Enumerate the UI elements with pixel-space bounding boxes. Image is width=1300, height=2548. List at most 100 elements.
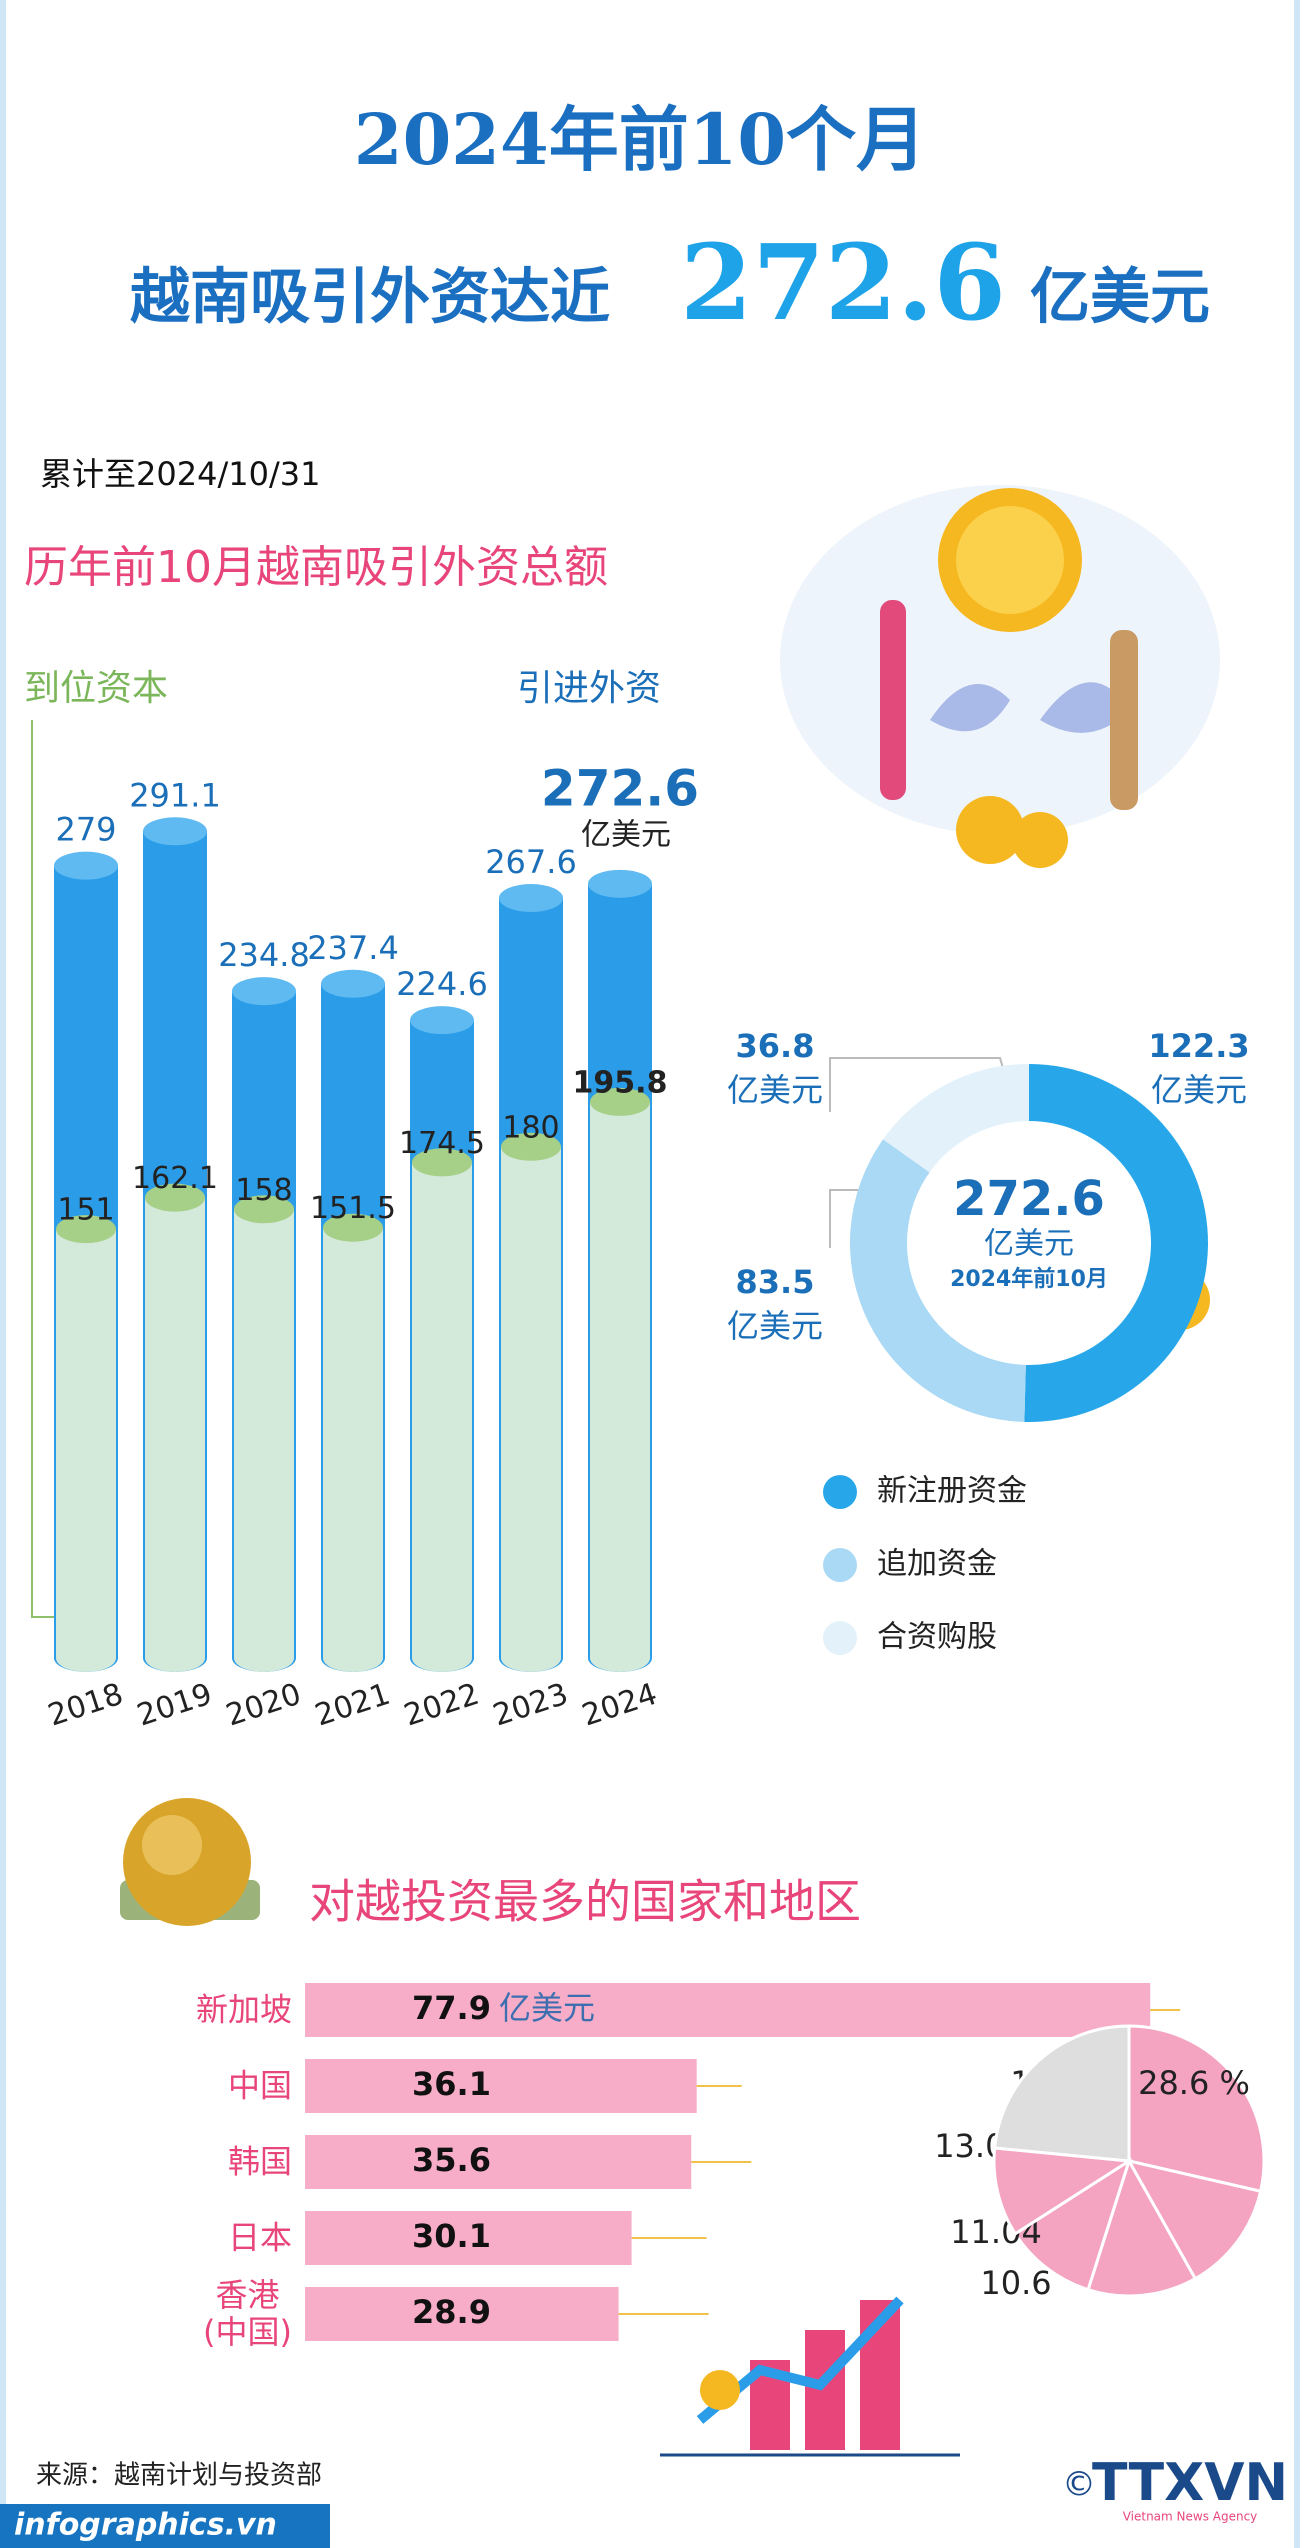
cylinder-top — [234, 1195, 294, 1224]
pie-slice — [992, 2024, 1131, 2163]
subtitle-value: 272.6 — [680, 221, 1006, 344]
value-label: 28.6 % — [1138, 2064, 1250, 2102]
legend-label: 新注册资金 — [877, 1474, 1027, 1509]
pie-slice — [992, 2146, 1134, 2236]
logo-sub: Vietnam News Agency — [1123, 2510, 1258, 2524]
legend-label: 到位资本 — [24, 668, 168, 709]
value-label: 10.6 — [980, 2264, 1051, 2302]
pie-slice — [1127, 2024, 1266, 2194]
y-tick-label: 韩国 — [227, 2142, 292, 2181]
bar — [305, 2287, 619, 2341]
illustration — [780, 485, 1220, 868]
cylinder — [412, 1162, 472, 1658]
value-label: 28.9 — [412, 2293, 491, 2331]
cylinder-top — [499, 884, 563, 913]
bar — [305, 1983, 1151, 2037]
center-value: 272.6 — [953, 1171, 1105, 1227]
donut-segment — [850, 1139, 1026, 1422]
value-label: 174.5 — [399, 1126, 485, 1161]
unit-label: 亿美元 — [581, 817, 671, 852]
legend-label: 合资购股 — [877, 1620, 997, 1655]
legend-label: 追加资金 — [877, 1547, 997, 1582]
value-label: 237.4 — [307, 929, 399, 967]
chart-title: 对越投资最多的国家和地区 — [309, 1875, 861, 1929]
y-tick-label: 香港 (中国) — [203, 2276, 292, 2351]
center-caption: 2024年前10月 — [950, 1266, 1108, 1292]
value-label: 234.8 — [218, 936, 310, 974]
value-label: 36.1 — [412, 2065, 491, 2103]
chart-title: 历年前10月越南吸引外资总额 — [24, 542, 608, 593]
value-label: 158 — [235, 1173, 292, 1208]
cylinder-top — [145, 1183, 205, 1212]
bar — [305, 2211, 632, 2265]
cylinder-top — [412, 1148, 472, 1177]
value-label: 77.9 — [412, 1989, 491, 2027]
value-label: 36.8 — [736, 1027, 815, 1065]
border — [0, 0, 6, 2548]
bar — [305, 2135, 692, 2189]
value-label: 272.6 — [541, 759, 699, 817]
value-label: 162.1 — [132, 1161, 218, 1196]
y-tick-label: 中国 — [227, 2066, 292, 2105]
cylinder-top — [321, 969, 385, 998]
pie-slice — [1013, 2157, 1132, 2292]
center-unit: 亿美元 — [984, 1227, 1074, 1262]
donut-segment — [883, 1064, 1029, 1173]
pie-slice — [1086, 2157, 1198, 2298]
border — [1294, 0, 1300, 2548]
value-label: 224.6 — [396, 965, 488, 1003]
cylinder-top — [56, 1215, 116, 1244]
date-note: 累计至2024/10/31 — [40, 455, 320, 493]
cylinder-top — [588, 869, 652, 898]
cylinder — [501, 1146, 561, 1658]
cylinder-top — [143, 817, 207, 846]
legend-swatch — [823, 1475, 857, 1509]
subtitle-prefix: 越南吸引外资达近 — [130, 263, 610, 333]
bar — [305, 2059, 697, 2113]
value-label: 279 — [55, 811, 116, 849]
cylinder — [56, 1229, 116, 1658]
pie-slice — [1126, 2158, 1263, 2281]
value-label: 291.1 — [129, 776, 221, 814]
source: 来源：越南计划与投资部 — [36, 2461, 322, 2491]
value-label: 180 — [502, 1110, 559, 1145]
unit-label: 亿美元 — [1151, 1071, 1247, 1109]
unit-label: 亿美元 — [727, 1071, 823, 1109]
cylinder-top — [501, 1132, 561, 1161]
value-label: 35.6 — [412, 2141, 491, 2179]
cylinder-top — [54, 851, 118, 880]
globe-icon — [120, 1798, 260, 1926]
cylinder-top — [323, 1213, 383, 1242]
cylinder-top — [410, 1006, 474, 1035]
value-label: 83.5 — [736, 1263, 815, 1301]
cylinder — [323, 1227, 383, 1658]
y-tick-label: 新加坡 — [195, 1990, 292, 2029]
value-label: 122.3 — [1148, 1027, 1249, 1065]
value-label: 195.8 — [573, 1065, 668, 1100]
y-tick-label: 日本 — [227, 2218, 292, 2257]
subtitle-suffix: 亿美元 — [1030, 263, 1210, 333]
value-label: 30.1 — [412, 2217, 491, 2255]
legend-swatch — [823, 1621, 857, 1655]
value-label: 151 — [57, 1193, 114, 1228]
illustration — [660, 2296, 960, 2457]
footer: infographics.vn — [14, 2508, 277, 2543]
copyright: © — [1062, 2465, 1096, 2505]
cylinder — [145, 1197, 205, 1658]
cylinder-top — [232, 977, 296, 1006]
legend-swatch — [823, 1548, 857, 1582]
cylinder — [590, 1101, 650, 1658]
value-label: 151.5 — [310, 1191, 396, 1226]
cylinder-top — [590, 1087, 650, 1116]
unit-label: 亿美元 — [499, 1989, 595, 2027]
donut-segment — [1024, 1064, 1208, 1422]
unit-label: 亿美元 — [727, 1307, 823, 1345]
title: 2024年前10个月 — [354, 98, 926, 181]
cylinder — [234, 1209, 294, 1658]
value-label: 267.6 — [485, 843, 577, 881]
logo: TTXVN — [1092, 2453, 1288, 2513]
legend-label: 引进外资 — [517, 668, 661, 709]
footer-band — [0, 2504, 330, 2548]
